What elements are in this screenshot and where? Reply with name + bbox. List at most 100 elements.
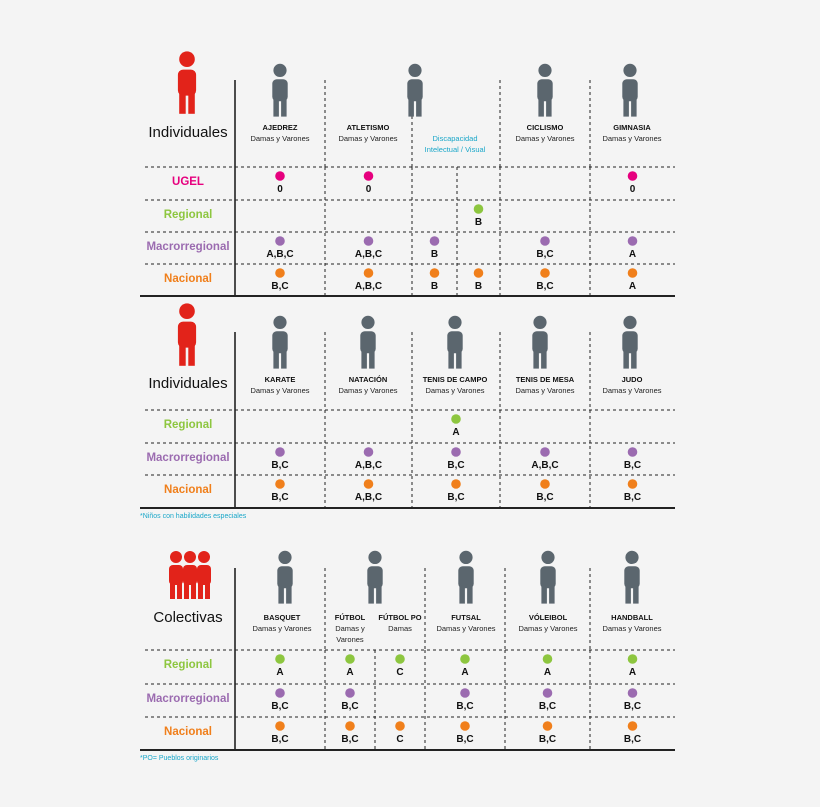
cell-value: A,B,C	[531, 460, 559, 471]
level-dot	[345, 721, 355, 731]
cell-value: C	[396, 667, 404, 678]
sport-icon	[459, 550, 473, 565]
level-dot	[542, 688, 553, 698]
cell-value: B,C	[341, 701, 359, 712]
cell-value: A,B,C	[354, 460, 383, 471]
category-icon	[184, 583, 189, 599]
cell-value: A	[276, 667, 284, 678]
row-label: Nacional	[164, 273, 212, 285]
sport-name: AJEDREZ	[262, 123, 298, 132]
level-dot	[627, 479, 638, 489]
sport-icon	[532, 331, 548, 354]
sport-icon	[368, 550, 382, 565]
level-dot	[395, 654, 405, 664]
sport-icon	[361, 351, 367, 369]
sport-icon	[625, 550, 639, 565]
sport-icon	[546, 99, 552, 117]
cell-value: B	[474, 217, 483, 228]
level-dot	[275, 688, 285, 698]
sport-subtitle: Damas y Varones	[515, 386, 575, 395]
cell-value: A	[346, 667, 354, 678]
sport-subtitle: Damas	[388, 624, 412, 633]
cell-value: B,C	[271, 460, 289, 471]
sport-icon	[281, 99, 287, 117]
category-icon	[170, 583, 175, 599]
sport-subtitle: Damas y Varones	[338, 386, 398, 395]
level-dot	[345, 654, 355, 664]
sport-name: TENIS DE MESA	[515, 375, 575, 384]
sport-name: HANDBALL	[611, 613, 653, 622]
cell-value: B,C	[447, 460, 465, 471]
cell-value: 0	[277, 184, 283, 195]
cell-value: A,B,C	[354, 492, 383, 503]
category-icon	[179, 345, 186, 366]
cell-value: B,C	[623, 734, 642, 745]
level-dot	[275, 479, 285, 489]
sport-name: KARATE	[264, 375, 296, 384]
level-dot	[627, 447, 638, 457]
cell-value: B,C	[536, 492, 554, 503]
sport-name: BASQUET	[263, 613, 301, 622]
section-label: Individuales	[148, 124, 228, 141]
row-label: Macrorregional	[146, 452, 230, 464]
sport-icon	[624, 566, 640, 589]
row-label: Regional	[163, 659, 213, 671]
category-icon	[179, 51, 195, 67]
level-dot	[363, 236, 374, 246]
level-dot	[429, 268, 440, 278]
category-icon	[198, 551, 210, 563]
sport-icon	[408, 99, 414, 117]
cell-value: B,C	[536, 281, 554, 292]
category-icon	[177, 321, 197, 348]
sport-icon	[277, 566, 293, 589]
sport-icon	[459, 586, 465, 604]
level-dot	[627, 688, 638, 698]
cell-value: B,C	[623, 492, 642, 503]
sport-name: VÓLEIBOL	[528, 613, 568, 622]
cell-value: A,B,C	[266, 249, 294, 260]
sport-icon	[633, 586, 639, 604]
sport-icon	[625, 586, 631, 604]
cell-value: A	[628, 667, 637, 678]
sport-icon	[456, 351, 462, 369]
cell-value: B,C	[271, 734, 289, 745]
level-dot	[451, 414, 461, 424]
sport-icon	[549, 586, 555, 604]
category-icon	[170, 551, 182, 563]
category-icon	[191, 583, 196, 599]
section-label: Individuales	[148, 375, 228, 392]
level-dot	[395, 721, 405, 731]
row-label: Macrorregional	[146, 693, 230, 705]
sport-subtitle: Damas y Varones	[250, 134, 310, 143]
cell-value: A	[543, 667, 552, 678]
category-icon	[179, 93, 186, 114]
sport-icon	[273, 351, 279, 369]
sport-icon	[541, 586, 547, 604]
cell-value: A,B,C	[354, 249, 383, 260]
category-icon	[188, 345, 195, 366]
sport-icon	[533, 315, 547, 329]
sport-icon	[286, 586, 292, 604]
level-dot	[363, 171, 374, 181]
sport-icon	[447, 331, 463, 354]
sport-subtitle: Damas y Varones	[602, 624, 662, 633]
level-dot	[363, 447, 374, 457]
sport-icon	[448, 351, 454, 369]
sport-icon	[273, 315, 287, 329]
level-dot	[460, 654, 470, 664]
category-icon	[184, 551, 196, 563]
sport-icon	[631, 99, 637, 117]
sport-icon	[623, 351, 629, 369]
sport-icon	[408, 63, 422, 77]
level-dot	[451, 447, 461, 457]
cell-value: B,C	[456, 701, 474, 712]
sport-icon	[541, 550, 555, 565]
sport-icon	[622, 79, 638, 102]
level-dot	[627, 721, 638, 731]
level-dot	[275, 236, 285, 246]
sport-icon	[272, 331, 288, 354]
level-dot	[627, 236, 638, 246]
cell-value: B,C	[538, 701, 557, 712]
category-icon	[188, 93, 195, 114]
